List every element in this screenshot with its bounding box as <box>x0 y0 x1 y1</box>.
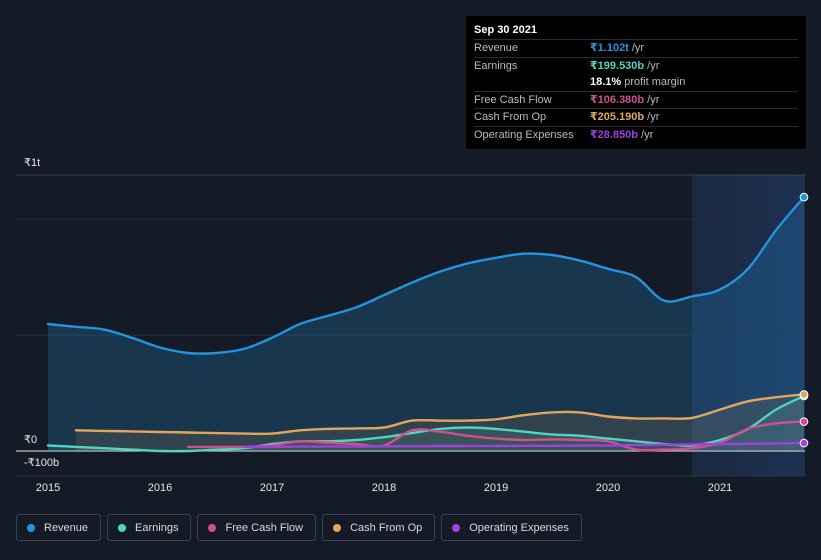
tooltip-row-value: ₹205.190b <box>590 111 645 124</box>
cash-from-op-end-marker <box>799 390 809 399</box>
x-tick-label: 2016 <box>148 482 172 494</box>
x-tick-label: 2020 <box>596 482 620 494</box>
free-cash-flow-line <box>186 420 806 452</box>
tooltip-row-unit: /yr <box>641 128 654 141</box>
legend-item-revenue[interactable]: Revenue <box>16 514 102 541</box>
legend-dot-icon <box>208 523 217 532</box>
y-label-bottom: -₹100b <box>24 457 59 469</box>
tooltip-row-label: Cash From Op <box>474 111 547 124</box>
forecast-highlight-region <box>692 175 805 476</box>
chart-end-markers <box>799 192 809 448</box>
legend-dot-icon <box>27 523 35 532</box>
revenue-line <box>46 195 806 355</box>
legend-item-earnings[interactable]: Earnings <box>107 514 192 541</box>
x-tick-label: 2017 <box>260 482 284 494</box>
legend-item-free-cash-flow[interactable]: Free Cash Flow <box>197 514 317 541</box>
cash-from-op-area <box>76 394 804 451</box>
chart-area-fills <box>48 197 804 452</box>
tooltip-row-unit: profit margin <box>624 76 686 89</box>
tooltip-row: Earnings ₹199.530b/yr <box>474 56 798 75</box>
revenue-area <box>48 197 804 451</box>
legend-item-cash-from-op[interactable]: Cash From Op <box>322 514 436 541</box>
tooltip-row-label: Free Cash Flow <box>474 93 552 106</box>
tooltip-row-value: ₹28.850b <box>590 128 639 141</box>
chart-series-lines <box>46 195 806 453</box>
tooltip-row-unit: /yr <box>631 42 645 54</box>
x-tick-label: 2015 <box>36 482 60 494</box>
x-tick-label: 2021 <box>708 482 732 494</box>
tooltip-row: 18.1% profit margin <box>474 74 798 91</box>
tooltip-row: Cash From Op ₹205.190b/yr <box>474 108 798 126</box>
chart-axes: ₹1t ₹0 -₹100b 2015 2016 2017 2018 2019 2020 20… <box>24 157 732 494</box>
chart-legend: Revenue Earnings Free Cash Flow Cash From O… <box>16 514 582 541</box>
legend-dot-icon <box>452 523 461 532</box>
chart-tooltip: Sep 30 2021 Revenue ₹1.102t/yr Earnings ₹19… <box>466 16 806 149</box>
y-label-top: ₹1t <box>24 157 40 169</box>
legend-item-operating-expenses[interactable]: Operating Expenses <box>441 514 582 541</box>
earnings-area <box>48 395 804 452</box>
operating-expenses-line <box>242 441 806 449</box>
operating-expenses-end-marker <box>799 438 809 448</box>
legend-label: Operating Expenses <box>469 521 569 534</box>
x-tick-label: 2019 <box>484 482 508 494</box>
tooltip-row-value: ₹1.102t <box>590 42 629 54</box>
tooltip-row: Free Cash Flow ₹106.380b/yr <box>474 90 798 109</box>
cash-from-op-line <box>74 393 806 436</box>
legend-label: Earnings <box>135 521 179 534</box>
tooltip-row-unit: /yr <box>647 59 660 72</box>
tooltip-row-value: ₹199.530b <box>590 59 645 72</box>
tooltip-row: Operating Expenses ₹28.850b/yr <box>474 125 798 144</box>
tooltip-row-label: Operating Expenses <box>474 128 574 141</box>
tooltip-row-label: Revenue <box>474 42 519 54</box>
tooltip-row-label: Earnings <box>474 59 518 72</box>
y-label-zero: ₹0 <box>24 434 37 446</box>
tooltip-row-label <box>474 74 590 91</box>
legend-label: Revenue <box>44 521 89 534</box>
legend-dot-icon <box>118 523 127 532</box>
tooltip-row-value: ₹106.380b <box>590 93 645 106</box>
tooltip-date: Sep 30 2021 <box>474 24 537 36</box>
tooltip-row-value: 18.1% <box>590 76 622 89</box>
highlight-rect <box>692 175 805 476</box>
legend-label: Free Cash Flow <box>225 521 304 534</box>
legend-label: Cash From Op <box>350 521 423 534</box>
revenue-end-marker <box>799 192 809 202</box>
x-tick-label: 2018 <box>372 482 396 494</box>
tooltip-row-unit: /yr <box>647 111 660 124</box>
tooltip-rows: Revenue ₹1.102t/yr Earnings ₹199.530b/yr 18.… <box>474 39 798 144</box>
tooltip-row: Revenue ₹1.102t/yr <box>474 39 798 57</box>
tooltip-row-unit: /yr <box>647 93 660 106</box>
free-cash-flow-end-marker <box>799 417 809 426</box>
earnings-revenue-chart: ₹1t ₹0 -₹100b 2015 2016 2017 2018 2019 2020 20… <box>16 157 809 494</box>
legend-dot-icon <box>333 523 342 532</box>
